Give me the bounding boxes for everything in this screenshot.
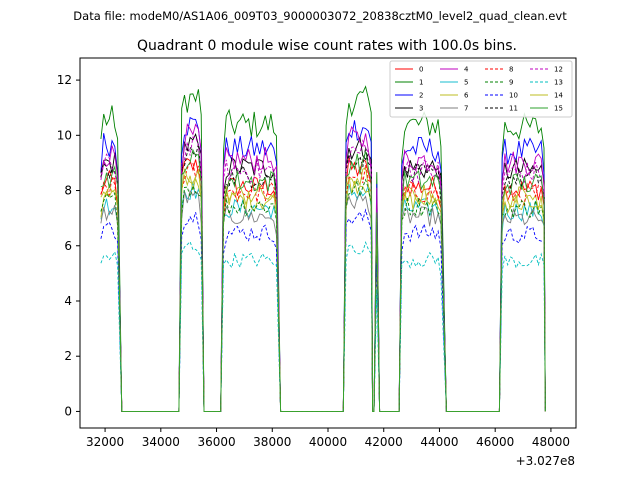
x-axis-ticks: 32000 34000 36000 38000 40000 42000 44000 46000… (86, 428, 570, 449)
x-tick-label: 38000 (253, 435, 291, 449)
legend-label-4: 4 (464, 66, 469, 74)
series-line-2 (100, 116, 546, 412)
legend-label-11: 11 (509, 105, 518, 113)
series-line-10 (100, 208, 546, 412)
legend-label-2: 2 (419, 92, 423, 100)
series-line-9 (100, 178, 546, 412)
legend-label-5: 5 (464, 79, 468, 87)
legend-label-9: 9 (509, 79, 513, 87)
legend-label-0: 0 (419, 66, 423, 74)
series-line-7 (100, 189, 546, 412)
chart-title: Quadrant 0 module wise count rates with … (137, 38, 517, 54)
y-tick-label: 10 (57, 128, 72, 142)
x-tick-label: 46000 (476, 435, 514, 449)
y-tick-label: 12 (57, 73, 72, 87)
plot-area (79, 57, 577, 429)
series-line-15 (100, 148, 546, 412)
x-tick-label: 36000 (197, 435, 235, 449)
x-tick-label: 44000 (420, 435, 458, 449)
x-tick-label: 34000 (142, 435, 180, 449)
legend-label-8: 8 (509, 66, 513, 74)
legend-box (389, 60, 573, 118)
legend-label-14: 14 (554, 92, 563, 100)
x-tick-label: 32000 (86, 435, 124, 449)
series-line-6 (100, 175, 546, 412)
series-line-14 (100, 167, 546, 412)
y-tick-label: 8 (64, 184, 72, 198)
y-tick-label: 4 (64, 294, 72, 308)
legend-label-1: 1 (419, 79, 423, 87)
legend-label-13: 13 (554, 79, 563, 87)
x-tick-label: 48000 (532, 435, 570, 449)
series-line-12 (100, 136, 546, 412)
legend-label-3: 3 (419, 105, 423, 113)
legend-label-10: 10 (509, 92, 518, 100)
y-axis-ticks: 0 2 4 6 8 10 12 (57, 73, 80, 418)
y-tick-label: 0 (64, 404, 72, 418)
series-line-1 (100, 85, 546, 412)
legend-label-15: 15 (554, 105, 563, 113)
series-line-4 (100, 122, 546, 412)
file-suptitle: Data file: modeM0/AS1A06_009T03_90000030… (73, 9, 567, 23)
y-tick-label: 6 (64, 239, 72, 253)
legend-label-6: 6 (464, 92, 469, 100)
legend-label-7: 7 (464, 105, 468, 113)
x-offset-label: +3.027e8 (516, 454, 575, 468)
series-lines (100, 85, 546, 412)
y-tick-label: 2 (64, 349, 72, 363)
series-line-5 (100, 181, 546, 412)
x-tick-label: 40000 (309, 435, 347, 449)
series-line-11 (100, 143, 546, 412)
x-tick-label: 42000 (365, 435, 403, 449)
legend-label-12: 12 (554, 66, 563, 74)
